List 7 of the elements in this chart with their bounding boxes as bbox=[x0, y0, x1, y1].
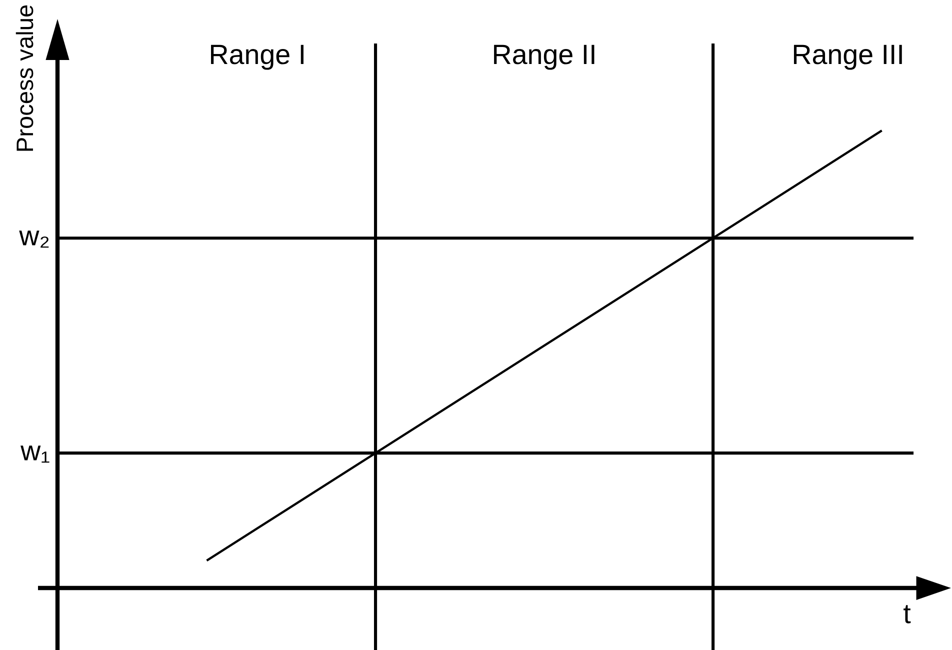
text: Range II bbox=[494, 44, 594, 70]
text: Range III bbox=[794, 44, 902, 70]
ref-line-label: w₂ bbox=[19, 230, 49, 248]
ref-line-label: w₁ bbox=[20, 446, 50, 463]
text: Range I bbox=[211, 44, 304, 70]
y-axis-title: Process value bbox=[16, 5, 34, 151]
x-axis-title: t bbox=[904, 605, 911, 624]
